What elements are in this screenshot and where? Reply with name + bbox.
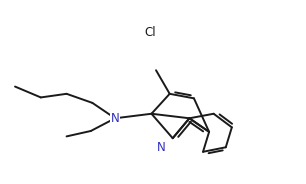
Text: N: N — [156, 141, 165, 154]
Text: N: N — [111, 112, 119, 125]
Text: Cl: Cl — [144, 26, 156, 39]
